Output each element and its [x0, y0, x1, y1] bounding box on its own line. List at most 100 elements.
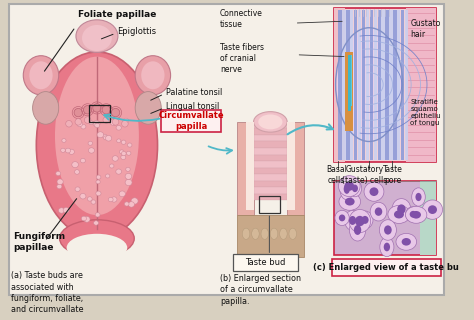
FancyBboxPatch shape — [161, 110, 221, 132]
Text: Epiglottis: Epiglottis — [118, 27, 156, 36]
Ellipse shape — [270, 228, 278, 239]
Bar — [389, 10, 392, 160]
Ellipse shape — [415, 193, 421, 201]
Bar — [254, 194, 287, 200]
Ellipse shape — [116, 169, 121, 174]
FancyBboxPatch shape — [351, 55, 352, 106]
Ellipse shape — [337, 29, 402, 140]
Bar — [254, 148, 287, 155]
Bar — [385, 10, 389, 160]
Ellipse shape — [396, 233, 417, 250]
Ellipse shape — [428, 205, 437, 214]
Text: Circumvallate
papilla: Circumvallate papilla — [158, 111, 224, 131]
Ellipse shape — [242, 228, 250, 239]
Ellipse shape — [392, 199, 411, 220]
Ellipse shape — [121, 155, 126, 160]
Ellipse shape — [345, 211, 360, 230]
Ellipse shape — [102, 106, 110, 114]
Bar — [362, 10, 365, 160]
Ellipse shape — [96, 180, 100, 184]
Ellipse shape — [95, 212, 100, 217]
FancyBboxPatch shape — [348, 55, 352, 111]
Ellipse shape — [357, 211, 373, 229]
Ellipse shape — [110, 119, 117, 125]
Ellipse shape — [89, 121, 93, 125]
Ellipse shape — [252, 228, 259, 239]
Ellipse shape — [23, 56, 59, 95]
Ellipse shape — [103, 117, 109, 123]
Ellipse shape — [131, 198, 138, 204]
Ellipse shape — [125, 173, 132, 179]
Bar — [254, 135, 287, 141]
Bar — [342, 10, 346, 160]
Ellipse shape — [349, 216, 356, 225]
Bar — [346, 10, 349, 160]
Ellipse shape — [124, 202, 129, 206]
Bar — [393, 10, 397, 160]
Ellipse shape — [364, 182, 384, 201]
Ellipse shape — [55, 57, 139, 215]
Ellipse shape — [344, 184, 350, 194]
Ellipse shape — [77, 121, 82, 127]
Bar — [254, 161, 287, 168]
Ellipse shape — [123, 118, 129, 123]
Bar — [254, 168, 287, 174]
Bar — [334, 8, 345, 162]
Text: Taste bud: Taste bud — [246, 258, 286, 267]
FancyBboxPatch shape — [215, 89, 318, 262]
Bar — [407, 8, 437, 162]
Ellipse shape — [36, 52, 157, 238]
Ellipse shape — [380, 237, 394, 257]
Ellipse shape — [94, 221, 99, 225]
Ellipse shape — [96, 191, 101, 196]
Ellipse shape — [97, 132, 104, 138]
Ellipse shape — [74, 108, 82, 117]
Ellipse shape — [339, 214, 345, 221]
Text: Taste
pore: Taste pore — [383, 165, 402, 185]
Bar — [237, 215, 304, 257]
Bar — [287, 122, 295, 211]
Bar — [254, 155, 287, 161]
Ellipse shape — [65, 148, 71, 153]
Ellipse shape — [58, 208, 64, 213]
Ellipse shape — [375, 207, 382, 216]
Bar — [254, 122, 287, 128]
Ellipse shape — [117, 139, 121, 143]
Ellipse shape — [349, 210, 371, 233]
Ellipse shape — [345, 198, 355, 205]
Ellipse shape — [105, 174, 110, 178]
Bar — [401, 10, 404, 160]
Bar — [397, 10, 401, 160]
Ellipse shape — [81, 158, 85, 163]
Ellipse shape — [96, 175, 101, 179]
Ellipse shape — [254, 112, 287, 132]
Ellipse shape — [422, 200, 443, 219]
Bar — [254, 181, 287, 187]
Ellipse shape — [87, 197, 92, 201]
Ellipse shape — [61, 148, 65, 152]
Ellipse shape — [127, 151, 131, 155]
Ellipse shape — [93, 104, 101, 112]
Ellipse shape — [405, 207, 421, 222]
Ellipse shape — [89, 148, 94, 153]
Bar — [405, 10, 408, 160]
FancyBboxPatch shape — [345, 52, 353, 131]
Ellipse shape — [57, 184, 62, 189]
Ellipse shape — [93, 121, 100, 127]
Ellipse shape — [67, 234, 127, 262]
FancyBboxPatch shape — [334, 181, 437, 255]
Text: Foliate papillae: Foliate papillae — [78, 10, 157, 19]
Bar — [254, 141, 287, 148]
Ellipse shape — [340, 178, 354, 200]
Ellipse shape — [339, 193, 361, 210]
Bar — [254, 128, 287, 135]
Ellipse shape — [84, 216, 90, 222]
Ellipse shape — [81, 124, 86, 129]
Bar — [370, 10, 373, 160]
Ellipse shape — [116, 125, 121, 130]
Text: Connective
tissue: Connective tissue — [220, 9, 263, 29]
Ellipse shape — [349, 219, 366, 241]
Ellipse shape — [91, 200, 96, 204]
Ellipse shape — [60, 220, 134, 257]
Bar — [254, 174, 287, 181]
